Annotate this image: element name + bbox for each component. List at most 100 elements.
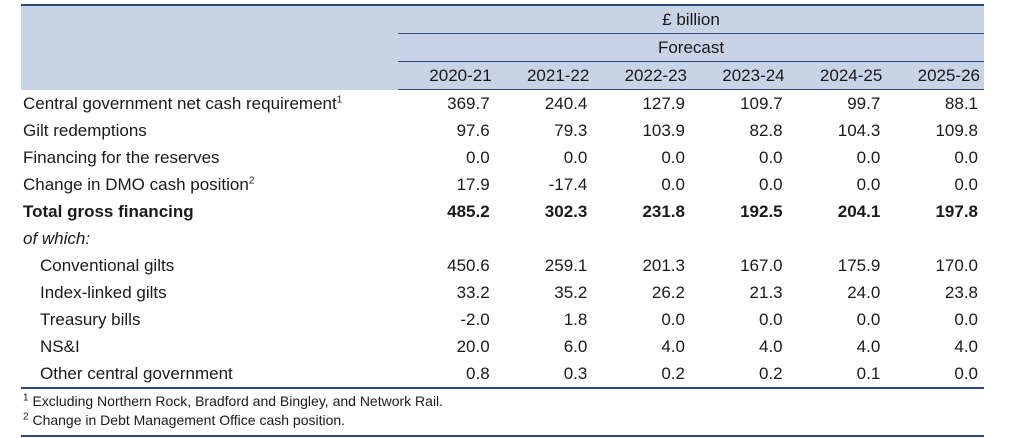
value-cell xyxy=(886,225,984,252)
footnote-text: Excluding Northern Rock, Bradford and Bi… xyxy=(32,393,444,409)
value-cell: 103.9 xyxy=(642,121,685,140)
financing-table-container: £ billion Forecast 2020-21 2021-22 2022-… xyxy=(21,4,984,437)
row-label-text: Change in DMO cash position xyxy=(23,175,249,194)
year-header: 2024-25 xyxy=(788,61,887,90)
value-cell: 88.1 xyxy=(944,94,978,113)
value-cell: 302.3 xyxy=(544,202,588,221)
value-cell: 4.0 xyxy=(759,337,783,356)
value-cell: 197.8 xyxy=(935,202,978,221)
value-cell: 0.0 xyxy=(954,310,978,329)
row-label: Central government net cash requirement1 xyxy=(21,90,398,118)
row-label-text: Treasury bills xyxy=(40,310,141,329)
value-cell: 0.0 xyxy=(759,175,783,194)
value-cell: 35.2 xyxy=(554,283,588,302)
value-cell: 82.8 xyxy=(749,121,783,140)
unit-header: £ billion xyxy=(398,4,984,34)
value-cell: 0.1 xyxy=(788,360,887,389)
row-label: Conventional gilts xyxy=(21,252,398,279)
footnote-mark: 1 xyxy=(23,392,29,404)
value-cell: 99.7 xyxy=(847,94,881,113)
row-label: Total gross financing xyxy=(21,198,398,225)
row-label: of which: xyxy=(21,225,398,252)
footnote: 2 Change in Debt Management Office cash … xyxy=(23,411,984,430)
row-label-text: Gilt redemptions xyxy=(23,121,147,140)
value-cell xyxy=(593,225,691,252)
row-label-text: Central government net cash requirement xyxy=(23,93,337,113)
value-cell: 192.5 xyxy=(740,202,783,221)
value-cell: 127.9 xyxy=(642,94,685,113)
financing-table: £ billion Forecast 2020-21 2021-22 2022-… xyxy=(21,4,984,389)
table-row: Central government net cash requirement1… xyxy=(21,90,984,118)
header-forecast-row: Forecast xyxy=(21,33,984,62)
value-cell: 6.0 xyxy=(563,337,588,356)
value-cell: 0.0 xyxy=(886,360,984,389)
table-row: Conventional gilts 450.6 259.1 201.3 167.0 17… xyxy=(21,252,984,279)
value-cell: 201.3 xyxy=(642,256,685,275)
row-label-text: Conventional gilts xyxy=(40,256,175,275)
row-label-text: Other central government xyxy=(40,364,233,383)
value-cell: 175.9 xyxy=(837,256,881,275)
table-row: Financing for the reserves 0.0 0.0 0.0 0.0 0.… xyxy=(21,144,984,171)
value-cell: 104.3 xyxy=(837,121,881,140)
year-header: 2020-21 xyxy=(398,61,496,90)
value-cell: 0.0 xyxy=(466,148,490,167)
table-row: Total gross financing 485.2 302.3 231.8 192.… xyxy=(21,198,984,225)
value-cell: 0.0 xyxy=(563,148,588,167)
value-cell xyxy=(691,225,789,252)
value-cell: 0.2 xyxy=(690,360,789,389)
bottom-rule xyxy=(21,435,984,437)
row-label: Gilt redemptions xyxy=(21,117,398,144)
value-cell: 167.0 xyxy=(740,256,783,275)
value-cell: 369.7 xyxy=(447,94,490,113)
value-cell: 0.0 xyxy=(661,310,685,329)
row-label: Financing for the reserves xyxy=(21,144,398,171)
table-row: NS&I 20.0 6.0 4.0 4.0 4.0 4.0 xyxy=(21,333,984,360)
value-cell xyxy=(398,225,496,252)
value-cell xyxy=(496,225,594,252)
value-cell: 0.3 xyxy=(495,360,594,389)
value-cell: 0.0 xyxy=(759,310,783,329)
value-cell: 170.0 xyxy=(935,256,978,275)
row-label: Index-linked gilts xyxy=(21,279,398,306)
value-cell: 4.0 xyxy=(661,337,685,356)
footnotes: 1 Excluding Northern Rock, Bradford and … xyxy=(21,392,984,430)
value-cell: 79.3 xyxy=(554,121,588,140)
footnote-mark: 2 xyxy=(23,411,29,423)
value-cell: 109.7 xyxy=(740,94,783,113)
row-label: Change in DMO cash position2 xyxy=(21,171,398,198)
header-years-row: 2020-21 2021-22 2022-23 2023-24 2024-25 … xyxy=(21,61,984,90)
value-cell: 0.8 xyxy=(398,360,496,389)
value-cell: 24.0 xyxy=(847,283,881,302)
footnote-text: Change in Debt Management Office cash po… xyxy=(32,412,346,428)
table-row: of which: xyxy=(21,225,984,252)
year-header: 2023-24 xyxy=(690,61,789,90)
footnote-ref: 2 xyxy=(248,175,255,187)
value-cell: 0.0 xyxy=(856,148,881,167)
value-cell: 33.2 xyxy=(456,283,490,302)
value-cell: 450.6 xyxy=(447,256,490,275)
table-row: Other central government 0.8 0.3 0.2 0.2 0.1 0… xyxy=(21,360,984,389)
value-cell: 4.0 xyxy=(856,337,881,356)
table-row: Index-linked gilts 33.2 35.2 26.2 21.3 24.0 23… xyxy=(21,279,984,306)
row-label-text: Total gross financing xyxy=(23,202,194,221)
value-cell: 17.9 xyxy=(456,175,490,194)
value-cell: 485.2 xyxy=(447,202,490,221)
value-cell: 204.1 xyxy=(837,202,881,221)
value-cell: 21.3 xyxy=(749,283,783,302)
value-cell: -17.4 xyxy=(548,175,588,194)
value-cell: 0.0 xyxy=(954,175,978,194)
value-cell: 26.2 xyxy=(651,283,685,302)
row-label-text: NS&I xyxy=(40,337,80,356)
value-cell: 0.2 xyxy=(593,360,691,389)
row-label-text: Financing for the reserves xyxy=(23,148,220,167)
value-cell: 0.0 xyxy=(661,175,685,194)
value-cell: 1.8 xyxy=(563,310,588,329)
value-cell: 20.0 xyxy=(456,337,490,356)
value-cell: 0.0 xyxy=(759,148,783,167)
value-cell: 0.0 xyxy=(661,148,685,167)
forecast-header: Forecast xyxy=(398,33,984,62)
value-cell: 23.8 xyxy=(944,283,978,302)
row-label: Treasury bills xyxy=(21,306,398,333)
value-cell: 4.0 xyxy=(954,337,978,356)
value-cell: 231.8 xyxy=(642,202,685,221)
